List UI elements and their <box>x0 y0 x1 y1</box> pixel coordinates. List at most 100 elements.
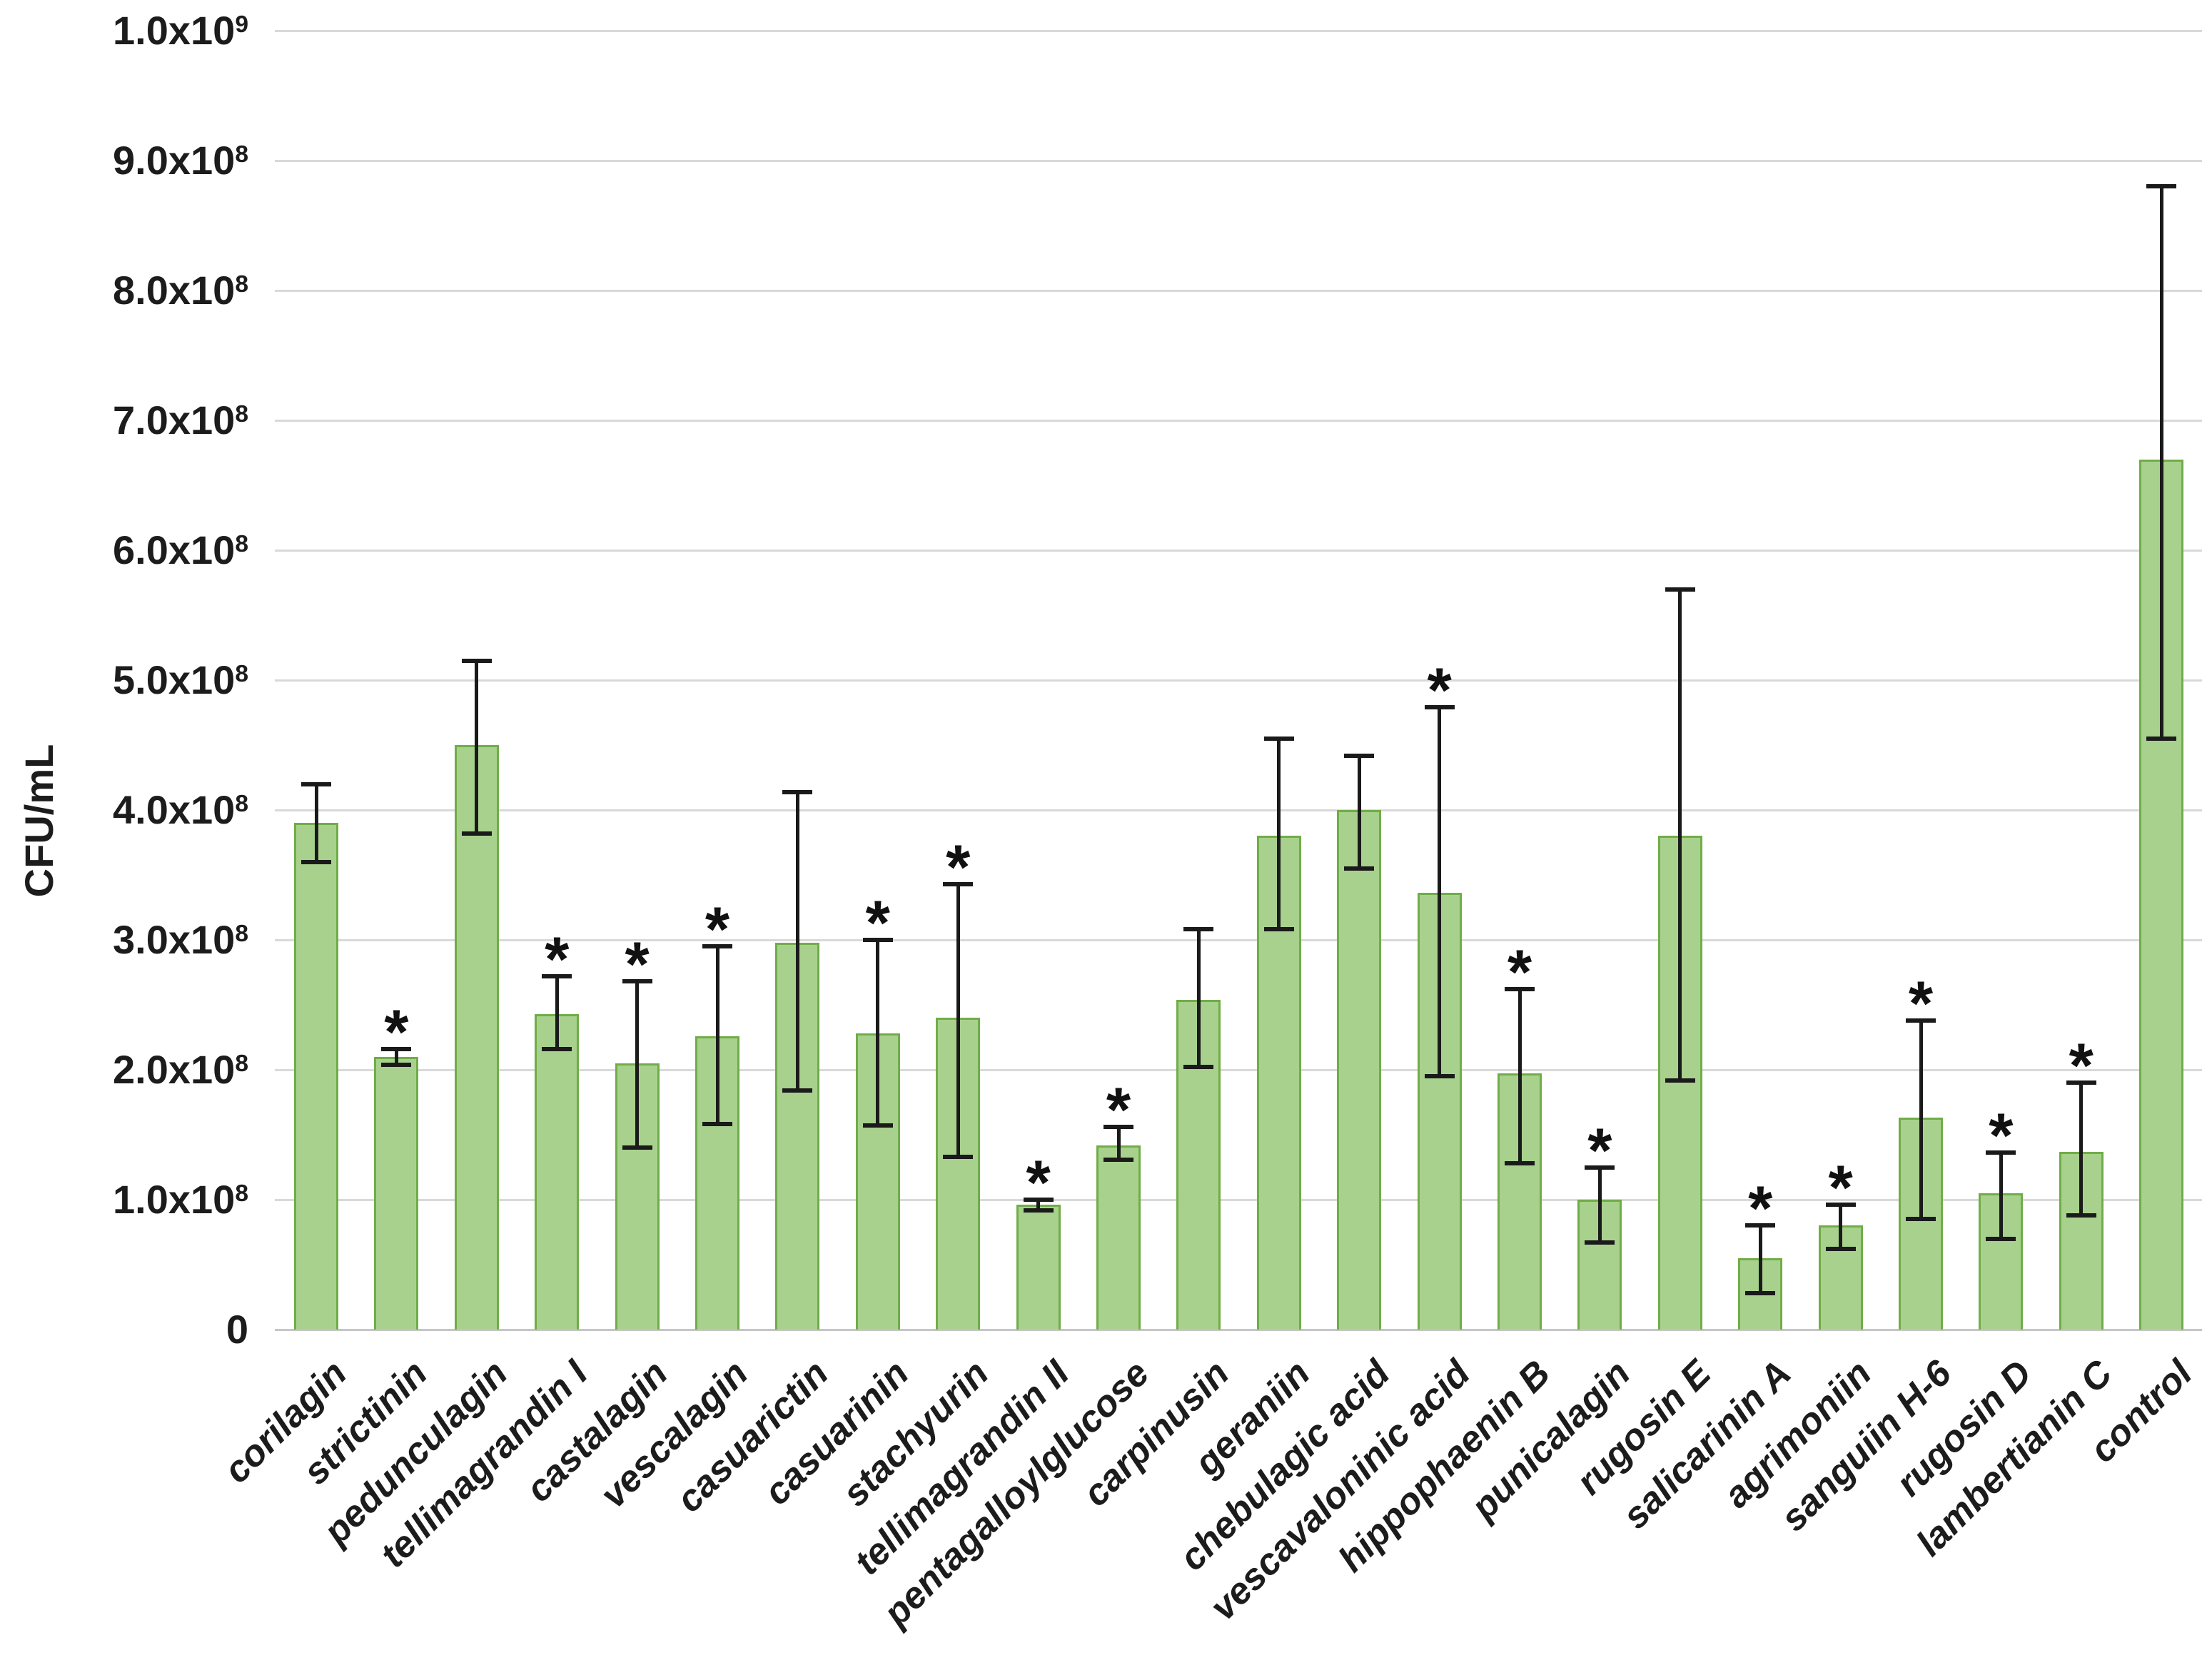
error-bar <box>1517 989 1522 1164</box>
gridline <box>275 809 2202 811</box>
error-bar-cap <box>2066 1080 2096 1085</box>
error-bar <box>715 946 719 1125</box>
y-tick-label: 9.0x108 <box>0 136 248 191</box>
error-bar-cap <box>461 658 492 663</box>
y-tick-label: 2.0x108 <box>0 1046 248 1100</box>
y-tick-label: 5.0x108 <box>0 656 248 711</box>
significance-asterisk: * <box>865 887 890 958</box>
y-tick-mantissa: 9.0x10 <box>113 138 236 183</box>
y-tick-label: 4.0x108 <box>0 786 248 841</box>
y-tick-label: 6.0x108 <box>0 526 248 581</box>
y-tick-exponent: 8 <box>235 791 248 818</box>
y-tick-exponent: 8 <box>235 921 248 948</box>
significance-asterisk: * <box>1908 967 1934 1038</box>
error-bar-cap <box>862 938 893 942</box>
error-bar-cap <box>1424 1074 1455 1079</box>
error-bar <box>1357 755 1361 869</box>
significance-asterisk: * <box>1989 1100 2014 1171</box>
significance-asterisk: * <box>704 894 730 965</box>
y-tick-exponent: 8 <box>235 401 248 428</box>
error-bar-cap <box>2066 1213 2096 1218</box>
error-bar <box>1999 1153 2003 1239</box>
significance-asterisk: * <box>1828 1152 1853 1223</box>
gridline <box>275 420 2202 422</box>
y-tick-label: 1.0x108 <box>0 1175 248 1230</box>
error-bar-cap <box>1023 1208 1054 1213</box>
y-tick-mantissa: 1.0x10 <box>113 1177 236 1222</box>
error-bar-cap <box>1104 1125 1133 1130</box>
y-tick-exponent: 8 <box>235 531 248 558</box>
error-bar-cap <box>1505 1161 1535 1166</box>
significance-asterisk: * <box>1026 1147 1051 1218</box>
error-bar <box>1116 1127 1121 1160</box>
error-bar <box>635 981 640 1148</box>
significance-asterisk: * <box>1507 936 1532 1008</box>
x-axis-baseline <box>275 1329 2202 1331</box>
y-tick-label: 3.0x108 <box>0 916 248 971</box>
gridline <box>275 939 2202 941</box>
error-bar-cap <box>943 1154 974 1159</box>
significance-asterisk: * <box>384 996 409 1067</box>
y-tick-label: 0 <box>0 1305 248 1360</box>
error-bar-cap <box>862 1123 893 1128</box>
error-bar-cap <box>1906 1217 1936 1222</box>
error-bar <box>2159 186 2163 739</box>
error-bar-cap <box>1906 1018 1936 1023</box>
error-bar-cap <box>1183 1065 1214 1070</box>
bar <box>454 745 499 1330</box>
y-tick-label: 7.0x108 <box>0 396 248 451</box>
error-bar <box>1919 1020 1923 1220</box>
error-bar-cap <box>622 979 652 984</box>
error-bar-cap <box>1505 987 1535 992</box>
error-bar-cap <box>542 973 572 978</box>
bar <box>615 1063 660 1330</box>
bar <box>1337 810 1382 1330</box>
error-bar <box>956 884 960 1157</box>
bar <box>535 1013 580 1330</box>
significance-asterisk: * <box>625 928 650 1000</box>
error-bar-cap <box>702 1122 732 1127</box>
error-bar-cap <box>1263 736 1294 741</box>
error-bar-cap <box>1023 1198 1054 1202</box>
gridline <box>275 1069 2202 1071</box>
y-tick-mantissa: 5.0x10 <box>113 657 236 702</box>
bar <box>294 823 338 1330</box>
bar <box>695 1036 739 1330</box>
error-bar-cap <box>1986 1236 2016 1241</box>
error-bar-cap <box>542 1046 572 1051</box>
error-bar <box>876 940 880 1126</box>
y-tick-label: 8.0x108 <box>0 266 248 321</box>
gridline <box>275 290 2202 292</box>
error-bar <box>1758 1225 1762 1294</box>
y-tick-mantissa: 7.0x10 <box>113 398 236 442</box>
gridline <box>275 30 2202 32</box>
error-bar-cap <box>782 1088 813 1093</box>
y-tick-mantissa: 8.0x10 <box>113 268 236 313</box>
error-bar-cap <box>381 1062 412 1067</box>
error-bar <box>1196 929 1201 1068</box>
error-bar-cap <box>1665 587 1695 592</box>
error-bar-cap <box>1344 753 1375 758</box>
significance-asterisk: * <box>1748 1173 1773 1244</box>
error-bar-cap <box>1665 1078 1695 1083</box>
y-tick-mantissa: 0 <box>226 1307 248 1352</box>
error-bar-cap <box>301 859 331 864</box>
significance-asterisk: * <box>2069 1030 2094 1101</box>
error-bar <box>2079 1083 2084 1215</box>
error-bar <box>555 976 559 1049</box>
y-tick-mantissa: 3.0x10 <box>113 917 236 962</box>
significance-asterisk: * <box>545 923 570 994</box>
significance-asterisk: * <box>1106 1074 1131 1145</box>
y-tick-exponent: 8 <box>235 141 248 168</box>
error-bar-cap <box>461 831 492 836</box>
y-tick-mantissa: 2.0x10 <box>113 1047 236 1092</box>
error-bar <box>1678 589 1682 1080</box>
gridline <box>275 1199 2202 1201</box>
error-bar-cap <box>1344 866 1375 871</box>
error-bar-cap <box>1745 1291 1776 1296</box>
error-bar-cap <box>1585 1165 1615 1170</box>
y-tick-exponent: 8 <box>235 1051 248 1078</box>
bar <box>1096 1145 1141 1330</box>
error-bar-cap <box>622 1145 652 1150</box>
